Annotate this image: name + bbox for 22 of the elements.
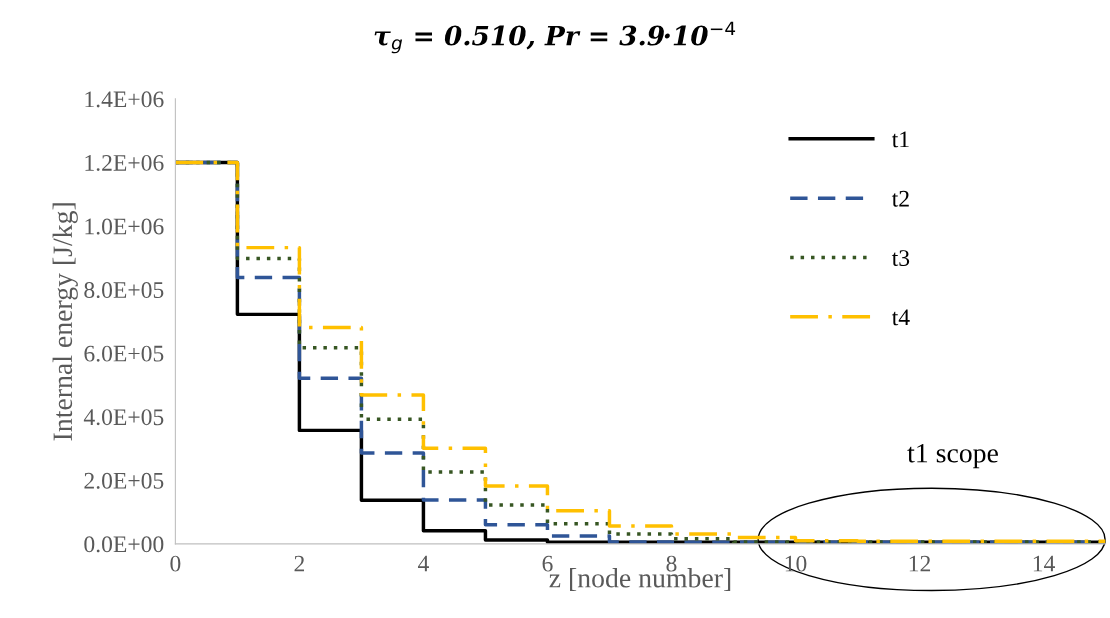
legend-label: t4	[891, 309, 910, 326]
y-tick-label: 1.4E+06	[85, 91, 164, 108]
legend-label: t1	[891, 131, 909, 148]
y-tick-label: 0.0E+00	[84, 536, 164, 553]
legend-label: t2	[891, 190, 909, 207]
y-tick-label: 1.0E+06	[85, 218, 164, 235]
x-tick-label: 14	[1033, 555, 1055, 572]
legend-label: t3	[891, 250, 910, 266]
y-tick-label: 8.0E+05	[84, 282, 164, 299]
y-tick-label: 1.2E+06	[85, 154, 164, 171]
x-tick-label: 6	[542, 555, 553, 572]
x-tick-label: 2	[294, 555, 304, 572]
x-tick-label: 0	[170, 555, 181, 572]
x-tick-label: 10	[785, 555, 807, 572]
y-axis-title: Internal energy [J/kg]	[52, 203, 78, 441]
x-tick-label: 4	[417, 555, 429, 572]
annotation: t1 scope	[907, 443, 998, 469]
chart-title: τ$_{g}$ = 0.510, Pr = 3.9·10$^{−4}$	[374, 21, 736, 54]
y-tick-label: 4.0E+05	[83, 409, 164, 426]
y-tick-label: 6.0E+05	[84, 345, 164, 362]
y-tick-label: 2.0E+05	[84, 472, 164, 489]
x-tick-label: 12	[909, 555, 931, 572]
